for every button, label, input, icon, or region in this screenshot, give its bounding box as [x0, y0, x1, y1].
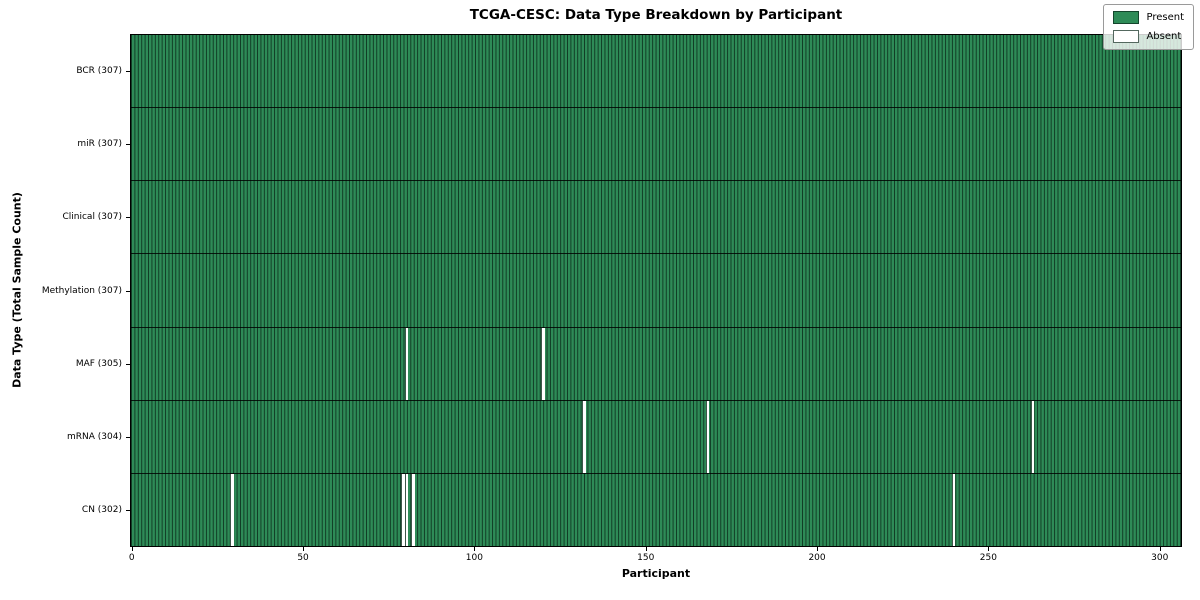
y-tick-label-miR: miR (307)	[77, 138, 122, 149]
x-tick	[131, 547, 133, 551]
y-tick-label-Clinical: Clinical (307)	[62, 212, 122, 223]
heat-row-mRNA	[131, 399, 1181, 473]
chart-title: TCGA-CESC: Data Type Breakdown by Partic…	[469, 7, 843, 23]
y-tick	[126, 143, 130, 145]
x-tick-label: 50	[297, 553, 309, 563]
y-tick-label-BCR: BCR (307)	[76, 65, 122, 76]
legend-label-present: Present	[1146, 11, 1184, 23]
absent-swatch	[1113, 30, 1140, 43]
heat-row-CN	[131, 472, 1181, 546]
y-tick	[126, 217, 130, 219]
legend: Present Absent	[1103, 4, 1194, 50]
legend-item-absent: Absent	[1113, 30, 1184, 43]
absent-bar	[230, 473, 234, 546]
absent-bar	[951, 473, 956, 546]
x-tick-label: 100	[465, 553, 483, 563]
x-tick-label: 200	[808, 553, 826, 563]
x-tick	[474, 547, 476, 551]
heat-row-BCR	[131, 35, 1181, 108]
absent-bar	[541, 327, 545, 400]
x-tick	[645, 547, 647, 551]
absent-bar	[404, 473, 409, 546]
y-tick	[126, 363, 130, 365]
x-tick	[988, 547, 990, 551]
legend-label-absent: Absent	[1146, 30, 1182, 42]
y-tick	[126, 510, 130, 512]
x-tick-label: 0	[128, 553, 135, 563]
heat-row-Methylation	[131, 253, 1181, 327]
heat-row-miR	[131, 107, 1181, 181]
present-swatch	[1113, 11, 1140, 24]
plot-area	[130, 34, 1182, 547]
heat-row-Clinical	[131, 180, 1181, 254]
y-tick-label-CN: CN (302)	[81, 505, 122, 516]
legend-item-present: Present	[1113, 11, 1184, 24]
x-tick	[817, 547, 819, 551]
absent-bar	[411, 473, 415, 546]
x-axis-label: Participant	[621, 567, 691, 580]
x-tick	[303, 547, 305, 551]
absent-bar	[705, 400, 709, 473]
x-tick	[1159, 547, 1161, 551]
absent-bar	[582, 400, 586, 473]
y-tick-label-mRNA: mRNA (304)	[67, 432, 122, 443]
y-tick	[126, 290, 130, 292]
absent-bar	[404, 327, 409, 400]
y-tick	[126, 437, 130, 439]
x-tick-label: 250	[979, 553, 997, 563]
y-tick-label-Methylation: Methylation (307)	[41, 285, 122, 296]
absent-bar	[401, 473, 405, 546]
x-tick-label: 150	[637, 553, 655, 563]
x-tick-label: 300	[1151, 553, 1169, 563]
y-tick	[126, 70, 130, 72]
heat-row-MAF	[131, 326, 1181, 400]
y-tick-label-MAF: MAF (305)	[75, 358, 122, 369]
absent-bar	[1030, 400, 1034, 473]
